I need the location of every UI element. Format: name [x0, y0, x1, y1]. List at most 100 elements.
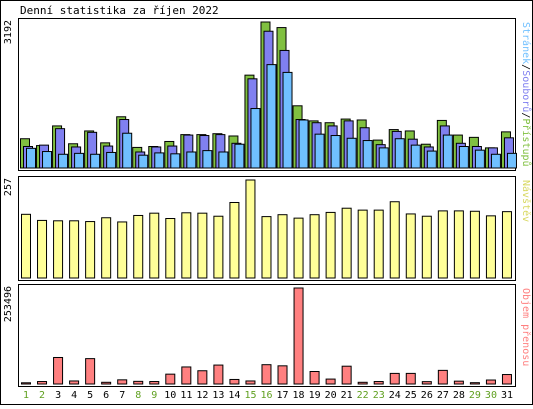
bar-visits-Návštěv-11 — [181, 212, 192, 279]
bar-traffic-Stránek-6 — [106, 151, 117, 169]
x-tick-label-4: 4 — [71, 390, 77, 401]
bar-visits-Návštěv-15 — [245, 179, 256, 279]
bar-traffic-Stránek-1 — [26, 147, 36, 169]
bar-traffic-Stránek-3 — [58, 153, 69, 169]
x-tick-label-30: 30 — [485, 390, 497, 401]
bar-traffic-Stránek-19 — [314, 133, 325, 169]
legend-part-traffic-4: Přístupů — [520, 118, 532, 166]
y-max-label-visits: 257 — [3, 178, 14, 196]
x-tick-label-3: 3 — [55, 390, 61, 401]
bar-visits-Návštěv-5 — [85, 221, 96, 279]
bar-traffic-Stránek-18 — [298, 119, 309, 169]
bar-transfer-Objem-přenosu-29 — [469, 382, 480, 385]
bar-transfer-Objem-přenosu-27 — [437, 369, 448, 385]
bar-visits-Návštěv-23 — [373, 209, 384, 279]
x-tick-labels: 1 2 3 4 5 6 7 8 9 10 11 12 13 14 15 16 17 18 19 20 21 22 23 24 2… — [23, 390, 513, 401]
x-tick-label-12: 12 — [196, 390, 208, 401]
bar-visits-Návštěv-29 — [469, 210, 480, 279]
bar-visits-Návštěv-4 — [69, 220, 80, 279]
bar-visits-Návštěv-20 — [325, 211, 336, 279]
bar-visits-Návštěv-12 — [197, 212, 208, 279]
bar-transfer-Objem-přenosu-10 — [165, 373, 176, 385]
x-tick-label-9: 9 — [151, 390, 157, 401]
panel-traffic: 3192 Stránek/Souborů/Přístupů — [3, 18, 532, 171]
bar-traffic-Stránek-15 — [250, 108, 261, 169]
bar-visits-Návštěv-31 — [501, 211, 512, 279]
bar-traffic-Stránek-29 — [474, 149, 485, 169]
bar-visits-Návštěv-16 — [261, 216, 272, 279]
bar-transfer-Objem-přenosu-12 — [197, 370, 208, 385]
panel-visits: 257 Návštěv — [3, 176, 532, 281]
bar-visits-Návštěv-10 — [165, 218, 176, 279]
bar-visits-Návštěv-28 — [453, 210, 464, 279]
chart-title: Denní statistika za říjen 2022 — [20, 4, 219, 17]
bar-traffic-Stránek-20 — [330, 135, 341, 169]
bar-traffic-Stránek-16 — [266, 64, 277, 169]
bar-visits-Návštěv-6 — [101, 217, 112, 279]
bar-transfer-Objem-přenosu-19 — [309, 371, 320, 385]
bar-transfer-Objem-přenosu-2 — [37, 381, 48, 385]
x-tick-label-29: 29 — [469, 390, 481, 401]
x-tick-label-20: 20 — [325, 390, 337, 401]
bar-transfer-Objem-přenosu-26 — [421, 381, 432, 385]
bar-traffic-Stránek-13 — [218, 151, 229, 169]
bar-visits-Návštěv-19 — [309, 214, 320, 279]
legend-part-traffic-1: / — [520, 64, 531, 70]
x-tick-label-6: 6 — [103, 390, 109, 401]
bar-transfer-Objem-přenosu-20 — [325, 378, 336, 385]
x-tick-label-31: 31 — [501, 390, 513, 401]
bar-visits-Návštěv-17 — [277, 214, 288, 279]
x-tick-label-28: 28 — [453, 390, 465, 401]
x-tick-label-15: 15 — [244, 390, 256, 401]
bar-traffic-Stránek-28 — [458, 146, 469, 169]
bar-visits-Návštěv-30 — [485, 215, 496, 279]
bar-visits-Návštěv-22 — [357, 209, 368, 279]
x-tick-label-19: 19 — [309, 390, 321, 401]
bar-traffic-Stránek-14 — [234, 143, 245, 169]
x-tick-label-18: 18 — [293, 390, 305, 401]
x-tick-label-21: 21 — [341, 390, 353, 401]
bar-traffic-Stránek-9 — [154, 152, 165, 169]
bar-visits-Návštěv-14 — [229, 201, 240, 279]
x-tick-label-2: 2 — [39, 390, 45, 401]
bar-traffic-Stránek-11 — [186, 151, 197, 169]
x-tick-label-24: 24 — [389, 390, 401, 401]
bar-visits-Návštěv-1 — [21, 213, 31, 279]
x-tick-label-27: 27 — [437, 390, 449, 401]
bar-traffic-Stránek-23 — [378, 147, 389, 169]
bar-transfer-Objem-přenosu-6 — [101, 381, 112, 385]
x-tick-label-11: 11 — [180, 390, 192, 401]
panel-transfer: 253496 Objem přenosu — [3, 284, 532, 387]
bar-traffic-Stránek-12 — [202, 150, 213, 169]
x-tick-label-16: 16 — [260, 390, 272, 401]
bar-visits-Návštěv-25 — [405, 213, 416, 279]
x-tick-label-23: 23 — [373, 390, 385, 401]
bar-visits-Návštěv-27 — [437, 210, 448, 279]
bar-transfer-Objem-přenosu-30 — [485, 379, 496, 385]
bar-visits-Návštěv-3 — [53, 220, 64, 279]
bar-transfer-Objem-přenosu-9 — [149, 381, 160, 385]
bar-transfer-Objem-přenosu-24 — [389, 372, 400, 385]
bar-traffic-Stránek-8 — [138, 154, 149, 169]
bar-transfer-Objem-přenosu-13 — [213, 364, 224, 385]
bar-transfer-Objem-přenosu-1 — [21, 382, 31, 385]
bar-transfer-Objem-přenosu-7 — [117, 379, 128, 385]
bar-transfer-Objem-přenosu-4 — [69, 380, 80, 385]
bar-visits-Návštěv-8 — [133, 214, 144, 279]
x-tick-label-7: 7 — [119, 390, 125, 401]
bar-traffic-Stránek-31 — [506, 152, 517, 169]
x-tick-label-25: 25 — [405, 390, 417, 401]
legend-part-traffic-0: Stránek — [520, 22, 532, 64]
bar-transfer-Objem-přenosu-11 — [181, 366, 192, 385]
bar-transfer-Objem-přenosu-17 — [277, 365, 288, 385]
bar-traffic-Stránek-7 — [122, 132, 133, 169]
bar-transfer-Objem-přenosu-15 — [245, 380, 256, 385]
bar-visits-Návštěv-18 — [293, 217, 304, 279]
x-tick-label-5: 5 — [87, 390, 93, 401]
bar-traffic-Stránek-24 — [394, 138, 405, 169]
x-tick-label-13: 13 — [212, 390, 224, 401]
bar-traffic-Stránek-30 — [490, 153, 501, 169]
bar-visits-Návštěv-7 — [117, 221, 128, 279]
